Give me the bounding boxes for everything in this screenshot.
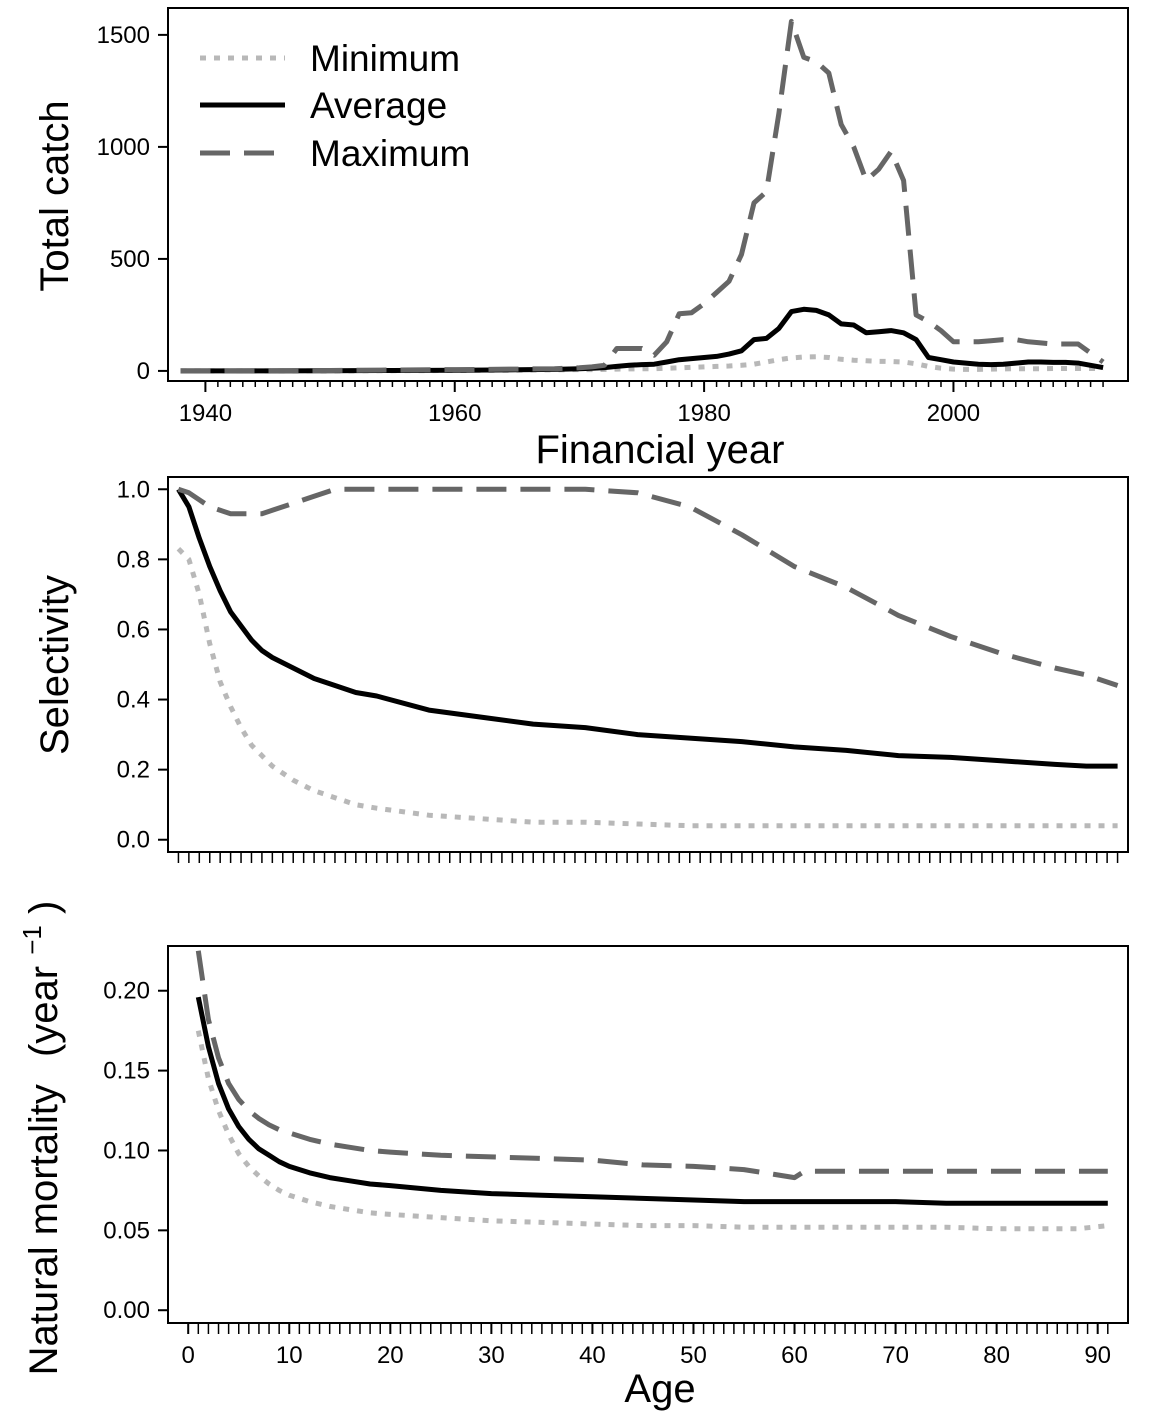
mortality-y-axis-title: Natural mortality (year −1 )	[6, 901, 66, 1376]
catch-y-tick-label: 1000	[97, 134, 150, 161]
mortality-plot-frame	[167, 945, 1129, 1324]
mortality-y-tick-label: 0.00	[103, 1297, 150, 1324]
mortality-y-axis: 0.00 0.05 0.10 0.15 0.20	[103, 978, 168, 1324]
mortality-x-tick-label: 0	[182, 1342, 195, 1369]
mortality-x-tick-label: 80	[983, 1342, 1010, 1369]
selectivity-series-average	[176, 488, 1118, 769]
legend: Minimum Average Maximum	[200, 38, 470, 174]
selectivity-y-axis-title: Selectivity	[33, 575, 77, 755]
mortality-x-tick-label: 60	[781, 1342, 808, 1369]
mortality-x-axis: 0 10 20 30 40 50 60 70 80 90	[182, 1323, 1111, 1369]
mortality-y-tick-label: 0.20	[103, 978, 150, 1005]
selectivity-y-tick-label: 0.6	[117, 616, 150, 643]
selectivity-y-axis: 0.0 0.2 0.4 0.6 0.8 1.0	[117, 476, 168, 854]
catch-y-axis-title: Total catch	[33, 100, 77, 291]
selectivity-plot-frame	[167, 476, 1129, 853]
catch-x-tick-label: 2000	[927, 400, 980, 427]
catch-x-axis-title: Financial year	[535, 428, 784, 472]
selectivity-y-tick-label: 0.2	[117, 757, 150, 784]
catch-x-tick-label: 1960	[428, 400, 481, 427]
mortality-x-tick-label: 70	[882, 1342, 909, 1369]
legend-label-minimum: Minimum	[310, 38, 460, 79]
catch-series-maximum	[180, 18, 1105, 374]
mortality-panel: 0 10 20 30 40 50 60 70 80 90 0.00 0.05 0.10 0.15 0.20…	[6, 901, 1129, 1411]
mortality-x-tick-label: 40	[579, 1342, 606, 1369]
selectivity-y-tick-label: 0.4	[117, 687, 150, 714]
mortality-x-tick-label: 10	[276, 1342, 303, 1369]
selectivity-y-tick-label: 0.8	[117, 546, 150, 573]
selectivity-x-axis	[177, 852, 1119, 863]
mortality-y-tick-label: 0.05	[103, 1217, 150, 1244]
mortality-series-maximum	[195, 950, 1108, 1181]
legend-label-average: Average	[310, 85, 447, 126]
selectivity-series-minimum	[176, 547, 1118, 829]
selectivity-series-group	[176, 486, 1119, 829]
mortality-x-tick-label: 90	[1084, 1342, 1111, 1369]
catch-y-tick-label: 1500	[97, 22, 150, 49]
selectivity-panel: 0.0 0.2 0.4 0.6 0.8 1.0 Selectivity	[33, 476, 1129, 863]
mortality-y-axis-unit-close: )	[22, 901, 66, 914]
catch-x-axis: 1940 1960 1980 2000	[179, 381, 1104, 427]
catch-y-axis: 0 500 1000 1500	[97, 22, 168, 385]
selectivity-y-tick-label: 0.0	[117, 827, 150, 854]
mortality-y-tick-label: 0.10	[103, 1137, 150, 1164]
mortality-x-tick-label: 20	[377, 1342, 404, 1369]
catch-series-group	[180, 18, 1105, 374]
mortality-y-axis-unit: (year	[22, 966, 66, 1057]
catch-x-tick-label: 1940	[179, 400, 232, 427]
mortality-x-axis-title: Age	[624, 1367, 695, 1411]
mortality-y-axis-title-main: Natural mortality	[22, 1084, 66, 1375]
catch-x-tick-label: 1980	[677, 400, 730, 427]
mortality-x-tick-label: 50	[680, 1342, 707, 1369]
mortality-series-average	[195, 996, 1108, 1206]
selectivity-y-tick-label: 1.0	[117, 476, 150, 503]
mortality-y-tick-label: 0.15	[103, 1058, 150, 1085]
catch-plot-frame	[167, 7, 1129, 382]
mortality-y-axis-unit-exponent: −1	[17, 925, 47, 955]
mortality-x-tick-label: 30	[478, 1342, 505, 1369]
catch-panel: 1940 1960 1980 2000 0 500 1000 1500 Financial …	[33, 7, 1129, 472]
catch-series-average	[180, 306, 1104, 374]
mortality-series-group	[195, 950, 1109, 1232]
catch-y-tick-label: 0	[137, 358, 150, 385]
selectivity-series-maximum	[177, 486, 1119, 688]
legend-label-maximum: Maximum	[310, 133, 470, 174]
catch-y-tick-label: 500	[110, 246, 150, 273]
